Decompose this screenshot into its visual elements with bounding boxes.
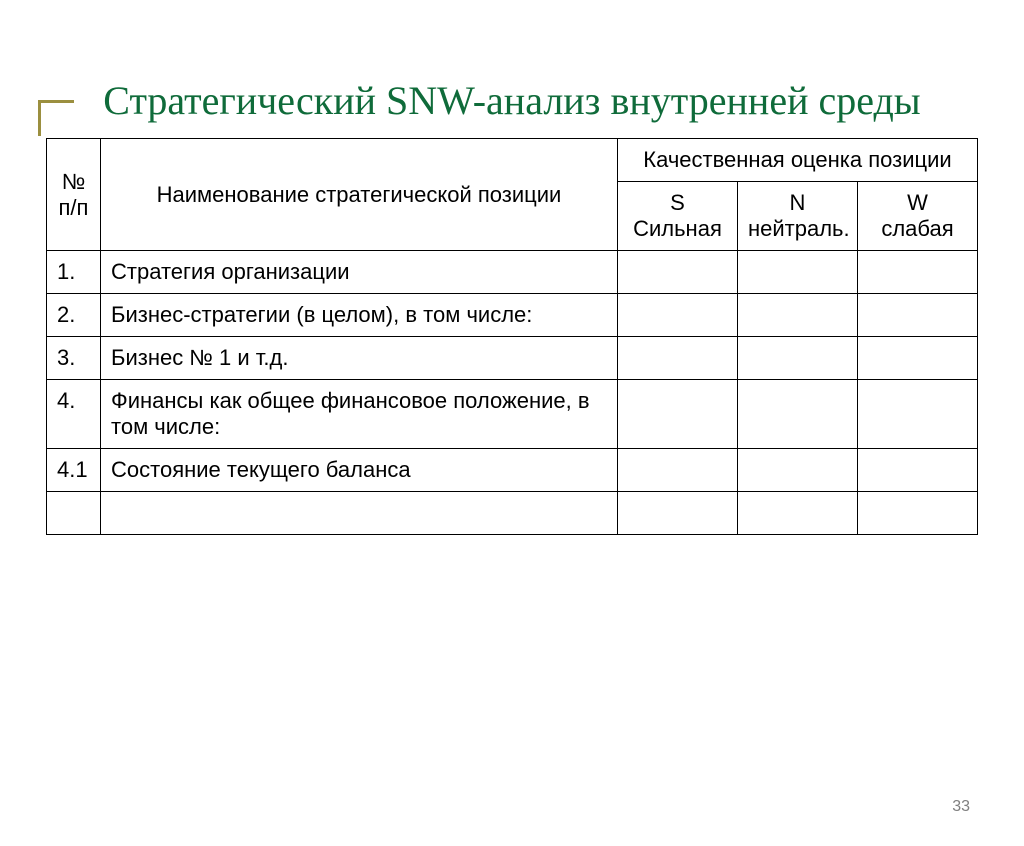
table-row: 4.1 Состояние текущего баланса: [47, 449, 978, 492]
col-header-num: № п/п: [47, 139, 101, 251]
corner-decoration: [38, 100, 74, 136]
cell-name: [101, 492, 618, 535]
cell-w: [857, 449, 977, 492]
page-title: Стратегический SNW-анализ внутренней сре…: [40, 78, 984, 124]
cell-s: [617, 251, 737, 294]
cell-name: Бизнес-стратегии (в целом), в том числе:: [101, 294, 618, 337]
table-row: 4. Финансы как общее финансовое положени…: [47, 380, 978, 449]
cell-num: 3.: [47, 337, 101, 380]
cell-w: [857, 251, 977, 294]
cell-w: [857, 337, 977, 380]
col-header-s: S Сильная: [617, 182, 737, 251]
cell-name: Бизнес № 1 и т.д.: [101, 337, 618, 380]
cell-w: [857, 294, 977, 337]
table-row: 3. Бизнес № 1 и т.д.: [47, 337, 978, 380]
cell-n: [737, 337, 857, 380]
cell-s: [617, 380, 737, 449]
cell-n: [737, 251, 857, 294]
table-row: [47, 492, 978, 535]
cell-w: [857, 380, 977, 449]
table-body: 1. Стратегия организации 2. Бизнес-страт…: [47, 251, 978, 535]
cell-num: 1.: [47, 251, 101, 294]
col-header-quality-group: Качественная оценка позиции: [617, 139, 977, 182]
cell-s: [617, 449, 737, 492]
cell-w: [857, 492, 977, 535]
cell-n: [737, 380, 857, 449]
cell-name: Финансы как общее финансовое положение, …: [101, 380, 618, 449]
col-header-name: Наименование стратегической позиции: [101, 139, 618, 251]
cell-num: 2.: [47, 294, 101, 337]
table-header-row-1: № п/п Наименование стратегической позици…: [47, 139, 978, 182]
cell-s: [617, 492, 737, 535]
snw-table-container: № п/п Наименование стратегической позици…: [46, 138, 978, 535]
cell-n: [737, 449, 857, 492]
col-header-w: W слабая: [857, 182, 977, 251]
cell-n: [737, 492, 857, 535]
cell-name: Стратегия организации: [101, 251, 618, 294]
table-row: 2. Бизнес-стратегии (в целом), в том чис…: [47, 294, 978, 337]
page-number: 33: [952, 798, 970, 816]
cell-num: [47, 492, 101, 535]
cell-s: [617, 294, 737, 337]
cell-n: [737, 294, 857, 337]
cell-name: Состояние текущего баланса: [101, 449, 618, 492]
cell-num: 4.1: [47, 449, 101, 492]
snw-table: № п/п Наименование стратегической позици…: [46, 138, 978, 535]
table-row: 1. Стратегия организации: [47, 251, 978, 294]
cell-s: [617, 337, 737, 380]
col-header-n: N нейтраль.: [737, 182, 857, 251]
cell-num: 4.: [47, 380, 101, 449]
